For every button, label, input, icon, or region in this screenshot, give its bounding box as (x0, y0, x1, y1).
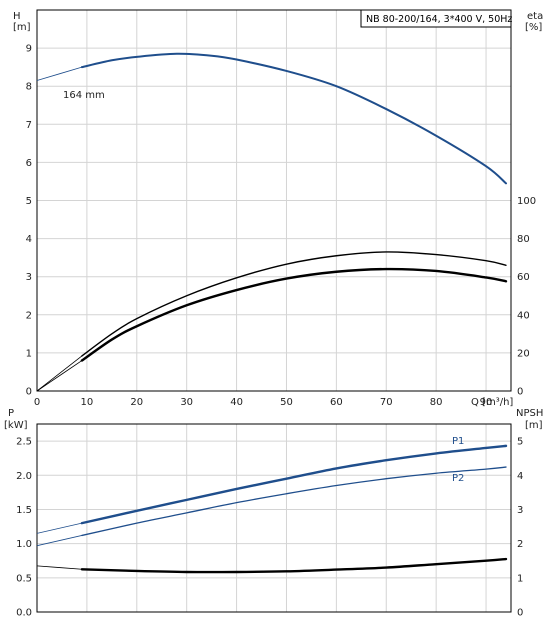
power-tick-label: 2.0 (16, 471, 32, 482)
npsh-tick-label: 0 (517, 608, 523, 619)
head-tick-label: 3 (26, 272, 32, 283)
power-series-0-curve (80, 444, 508, 525)
power-curves (36, 444, 508, 574)
info-box: NB 80-200/164, 3*400 V, 50Hz (360, 9, 512, 28)
power-series-2-extension (36, 565, 82, 570)
head-tick-label: 5 (26, 196, 32, 207)
power-tick-label: 1.5 (16, 505, 32, 516)
head-series-2-extension (36, 360, 83, 392)
head-tick-label: 9 (26, 44, 32, 55)
npsh-tick-label: 3 (517, 505, 523, 516)
npsh-tick-label: 2 (517, 539, 523, 550)
p1-label: P1 (452, 436, 464, 447)
eta-ticks-right: 0 20 40 60 80 100 (517, 196, 536, 398)
npsh-axis-title: NPSH (516, 408, 543, 419)
flow-tick-label: 10 (81, 397, 94, 408)
head-tick-label: 0 (26, 387, 32, 398)
head-axis-title-unit: [m] (13, 22, 31, 33)
eta-tick-label: 80 (517, 234, 530, 245)
power-tick-label: 2.5 (16, 437, 32, 448)
head-tick-label: 1 (26, 348, 32, 359)
head-series-2-curve (80, 267, 508, 362)
eta-tick-label: 40 (517, 310, 530, 321)
head-series-0-curve (80, 52, 508, 185)
head-tick-label: 7 (26, 120, 32, 131)
npsh-tick-label: 5 (517, 437, 523, 448)
flow-tick-label: 60 (330, 397, 343, 408)
head-tick-label: 8 (26, 82, 32, 93)
head-curves (36, 52, 508, 392)
power-tick-label: 1.0 (16, 539, 32, 550)
flow-tick-label: 20 (130, 397, 143, 408)
flow-tick-label: 30 (180, 397, 193, 408)
npsh-ticks-right: 0 1 2 3 4 5 (517, 437, 523, 619)
npsh-tick-label: 1 (517, 573, 523, 584)
flow-tick-label: 90 (480, 397, 493, 408)
p2-label: P2 (452, 473, 464, 484)
head-tick-label: 2 (26, 310, 32, 321)
flow-tick-label: 50 (280, 397, 293, 408)
eta-axis-title-unit: [%] (525, 22, 542, 33)
eta-tick-label: 0 (517, 387, 523, 398)
power-series-1-extension (36, 535, 82, 547)
flow-tick-label: 40 (230, 397, 243, 408)
flow-ticks: 0 10 20 30 40 50 60 70 80 90 (34, 397, 493, 408)
head-efficiency-panel: 0 1 2 3 4 5 6 7 8 9 0 20 40 60 80 100 0 10 20 30 40 50 60 70 8… (13, 9, 543, 408)
impeller-diameter-label: 164 mm (63, 90, 105, 101)
head-series-0-extension (36, 66, 83, 81)
power-ticks-left: 0.0 0.5 1.0 1.5 2.0 2.5 (16, 437, 32, 619)
head-tick-label: 4 (26, 234, 32, 245)
power-npsh-panel: 0.0 0.5 1.0 1.5 2.0 2.5 0 1 2 3 4 5 P [kW] NPSH [m… (4, 408, 543, 619)
npsh-tick-label: 4 (517, 471, 523, 482)
power-series-2-curve (80, 557, 508, 574)
head-panel-frame (36, 9, 512, 392)
power-series-1-curve (81, 466, 507, 537)
power-axis-title-unit: [kW] (4, 420, 28, 431)
power-panel-frame (36, 423, 512, 613)
head-axis-title-h: H (13, 11, 21, 22)
power-tick-label: 0.5 (16, 573, 32, 584)
flow-tick-label: 0 (34, 397, 40, 408)
npsh-axis-title-unit: [m] (525, 420, 543, 431)
info-box-text: NB 80-200/164, 3*400 V, 50Hz (366, 14, 512, 25)
eta-tick-label: 60 (517, 272, 530, 283)
flow-axis-title: Q [m³/h] (471, 397, 513, 408)
head-series-1-curve (81, 251, 507, 357)
power-series-0-extension (36, 522, 82, 534)
head-tick-label: 6 (26, 158, 32, 169)
eta-tick-label: 100 (517, 196, 536, 207)
power-axis-title: P (8, 408, 14, 419)
eta-axis-title: eta (527, 11, 543, 22)
flow-tick-label: 80 (430, 397, 443, 408)
power-tick-label: 0.0 (16, 608, 32, 619)
flow-tick-label: 70 (380, 397, 393, 408)
eta-tick-label: 20 (517, 348, 530, 359)
head-ticks-left: 0 1 2 3 4 5 6 7 8 9 (26, 44, 32, 398)
